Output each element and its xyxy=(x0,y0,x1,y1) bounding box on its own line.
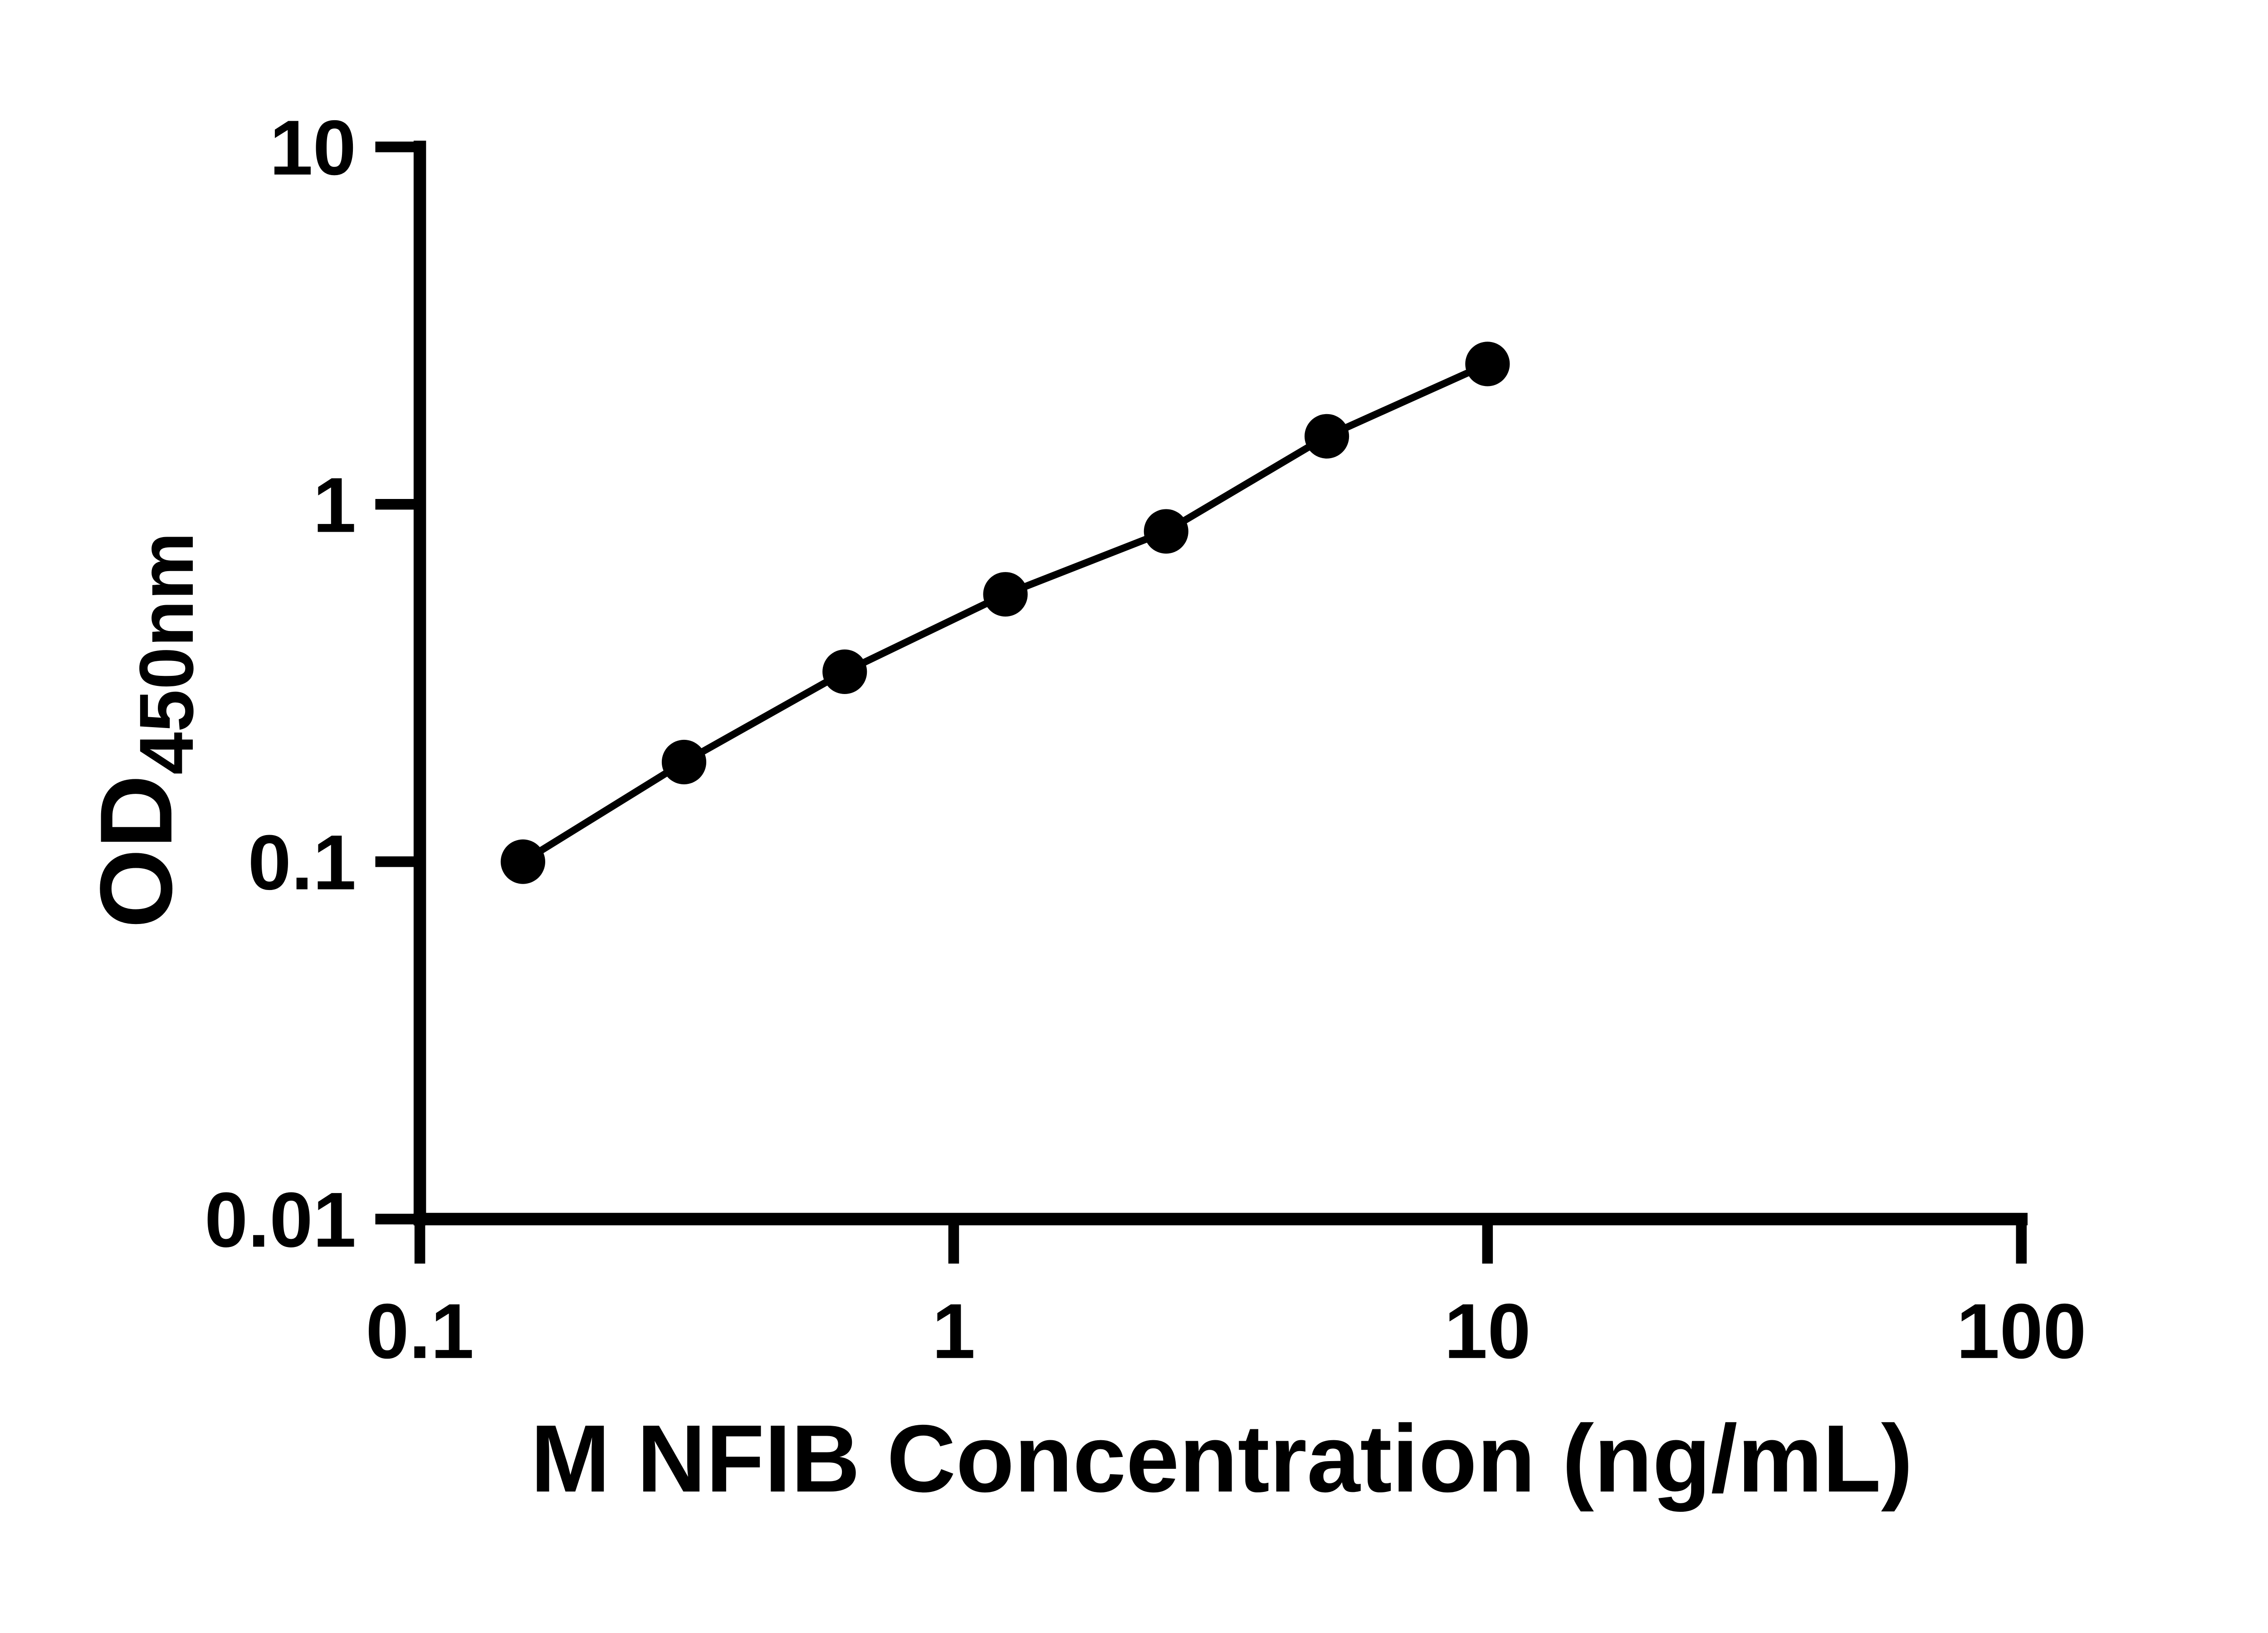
y-tick-label: 0.1 xyxy=(248,819,356,906)
data-point-marker xyxy=(500,839,545,884)
y-axis-title-subscript: 450nm xyxy=(123,532,209,775)
x-tick-label: 0.1 xyxy=(366,1288,474,1375)
x-axis-title: M NFIB Concentration (ng/mL) xyxy=(531,1405,1913,1512)
x-axis-tick-labels: 0.1 1 10 100 xyxy=(366,1288,2086,1375)
x-axis-ticks xyxy=(414,1219,2027,1264)
data-point-marker xyxy=(822,649,867,694)
x-tick-label: 10 xyxy=(1444,1288,1531,1375)
data-point-marker xyxy=(983,572,1028,617)
data-point-marker xyxy=(1304,414,1349,459)
data-point-marker xyxy=(1465,342,1510,386)
y-tick-label: 10 xyxy=(269,105,356,191)
y-axis-ticks xyxy=(375,142,420,1225)
y-tick-label: 1 xyxy=(313,462,357,549)
y-axis-title: OD450nm xyxy=(79,532,209,929)
y-tick-label: 0.01 xyxy=(205,1177,356,1263)
data-point-marker xyxy=(661,739,707,785)
x-tick-label: 1 xyxy=(932,1288,976,1375)
data-point-markers xyxy=(500,342,1510,884)
data-point-marker xyxy=(1144,509,1188,554)
x-tick-label: 100 xyxy=(1956,1288,2087,1375)
y-axis-title-main: OD xyxy=(79,775,193,929)
y-axis-tick-labels: 0.01 0.1 1 10 xyxy=(205,105,356,1264)
